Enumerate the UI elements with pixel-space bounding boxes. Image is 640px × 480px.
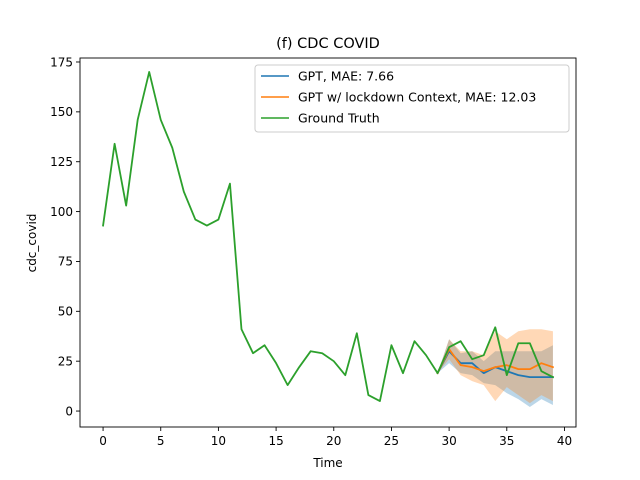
confidence-bands (437, 329, 553, 408)
plot-frame (79, 57, 577, 428)
y-tick-label: 25 (58, 354, 73, 368)
x-tick-label: 0 (99, 434, 107, 448)
x-tick-label: 30 (441, 434, 456, 448)
legend: GPT, MAE: 7.66 GPT w/ lockdown Context, … (254, 64, 570, 133)
y-tick-label: 0 (65, 404, 73, 418)
y-tick-label: 125 (50, 155, 73, 169)
y-tick-label: 175 (50, 55, 73, 69)
y-tick-label: 150 (50, 105, 73, 119)
confidence-band-series-1 (437, 329, 553, 404)
x-tick-label: 20 (326, 434, 341, 448)
series-line-2 (102, 71, 555, 402)
legend-label-gpt: GPT, MAE: 7.66 (298, 69, 394, 84)
x-tick-label: 5 (157, 434, 165, 448)
y-tick-label: 75 (58, 255, 73, 269)
x-tick-label: 15 (268, 434, 283, 448)
legend-label-ground-truth: Ground Truth (298, 111, 380, 126)
confidence-band-series-0 (437, 339, 553, 408)
x-axis-ticks: 0 5 10 15 20 25 30 35 40 (99, 427, 572, 448)
x-axis-label: Time (312, 456, 342, 470)
y-tick-label: 50 (58, 305, 73, 319)
x-tick-label: 40 (557, 434, 572, 448)
y-axis-ticks: 0 25 50 75 100 125 150 175 (50, 55, 80, 418)
legend-label-gpt-lockdown: GPT w/ lockdown Context, MAE: 12.03 (298, 90, 536, 105)
series-line-1 (436, 348, 555, 375)
legend-box (254, 64, 570, 133)
y-axis-label: cdc_covid (25, 214, 39, 273)
chart-title: (f) CDC COVID (276, 36, 380, 52)
x-tick-label: 35 (499, 434, 514, 448)
x-tick-label: 25 (384, 434, 399, 448)
x-tick-label: 10 (211, 434, 226, 448)
y-tick-label: 100 (50, 205, 73, 219)
series-lines (102, 71, 555, 402)
